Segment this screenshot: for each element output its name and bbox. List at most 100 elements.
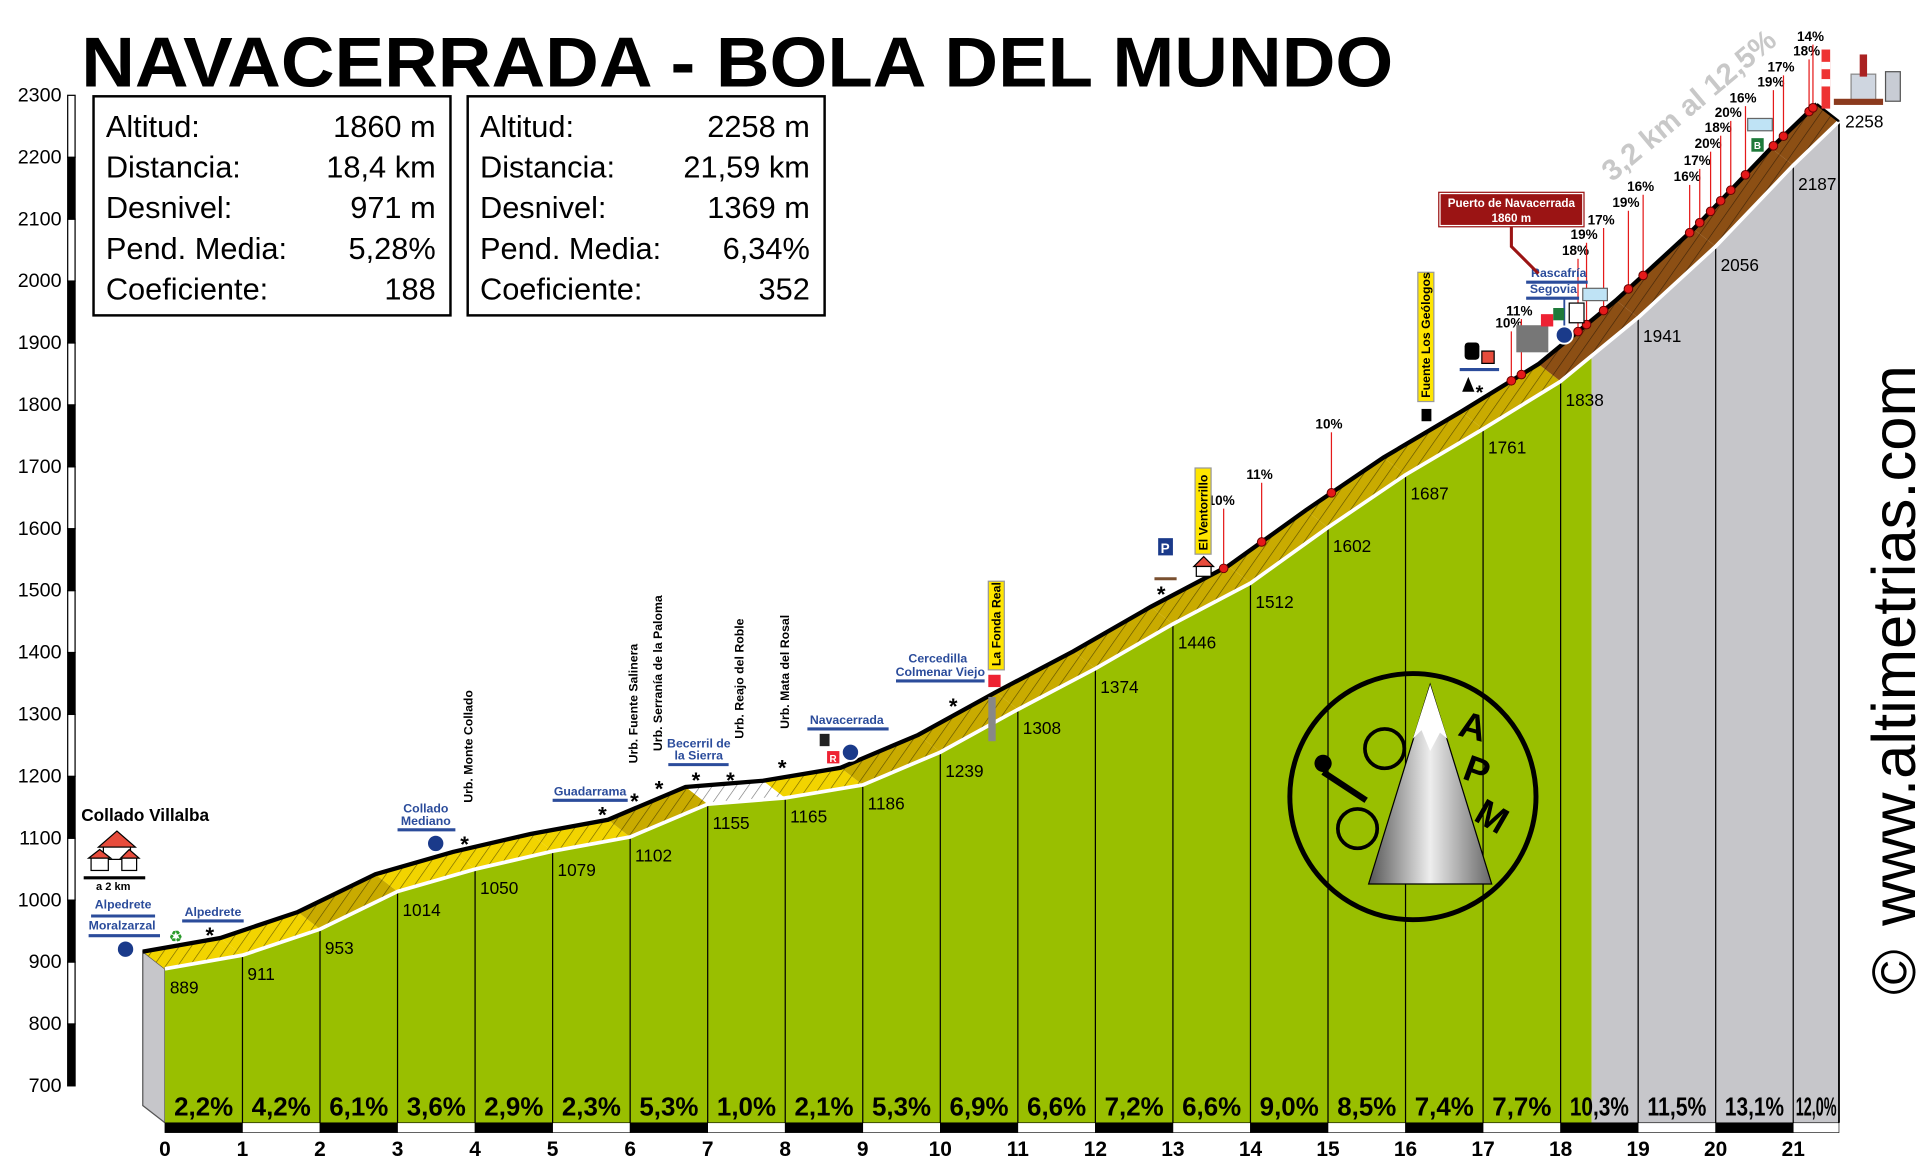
km-strip-segment <box>474 1122 553 1133</box>
km-tick-label: 1 <box>237 1138 249 1161</box>
roundabout-icon <box>1554 325 1574 345</box>
sign-colmenar-viejo: Colmenar Viejo <box>896 665 986 679</box>
steep-gradient-label: 10% <box>1495 316 1522 331</box>
gradient-label: 7,7% <box>1492 1093 1551 1121</box>
stat-value: 5,28% <box>348 231 435 266</box>
road-surface-hatch <box>1305 457 1406 528</box>
elevation-label: 1079 <box>558 860 596 880</box>
road-surface-hatch <box>1771 104 1839 166</box>
km-strip-segment <box>164 1122 243 1133</box>
elevation-label: 889 <box>170 977 199 997</box>
km-tick-label: 8 <box>779 1138 791 1161</box>
road-surface-hatch <box>375 851 476 892</box>
steep-marker <box>1768 141 1779 151</box>
elevation-label: 1374 <box>1100 677 1139 697</box>
steep-marker <box>1598 305 1609 316</box>
first-aid-icon <box>1568 302 1585 324</box>
km-strip-segment <box>1637 1122 1716 1133</box>
y-tick-label: 800 <box>29 1013 62 1035</box>
y-tick-label: 1200 <box>18 765 62 787</box>
label-la-fonda-real-box <box>987 580 1005 671</box>
road-surface-hatch <box>1460 364 1561 430</box>
fountain-icon <box>1421 408 1432 422</box>
star-icon: * <box>598 802 607 827</box>
label-urb-fuente-salinera: Urb. Fuente Salinera <box>627 644 641 764</box>
steep-gradient-label: 16% <box>1627 179 1654 194</box>
label-el-ventorrillo-box <box>1194 467 1212 555</box>
stat-value: 6,34% <box>723 231 810 266</box>
road-surface-hatch <box>1616 229 1716 318</box>
elevation-label: 1050 <box>480 878 518 898</box>
gradient-label: 6,6% <box>1027 1093 1086 1121</box>
label-fuente-geologos-box <box>1417 271 1435 403</box>
steep-marker <box>1808 103 1818 113</box>
restaurant-icon <box>827 751 840 764</box>
km-tick-label: 15 <box>1316 1138 1340 1161</box>
roundabout-icon <box>116 939 136 959</box>
recycle-icon: ♻ <box>169 929 183 946</box>
y-axis-segment <box>67 1023 76 1087</box>
road-surface-hatch <box>297 874 398 930</box>
km-strip-segment <box>1715 1122 1794 1133</box>
label-urb-mata-rosal: Urb. Mata del Rosal <box>778 615 792 729</box>
gradient-label: 10,3% <box>1570 1093 1629 1121</box>
y-tick-label: 2000 <box>18 270 62 292</box>
puerto-altitude: 1860 m <box>1492 212 1532 225</box>
km-tick-label: 16 <box>1394 1138 1417 1161</box>
road-surface-hatch <box>220 911 320 956</box>
km-tick-label: 5 <box>547 1138 559 1161</box>
y-tick-label: 700 <box>29 1075 62 1097</box>
stat-label: Altitud: <box>106 109 200 144</box>
road-surface-hatch <box>1073 606 1173 669</box>
gradient-label: 2,2% <box>174 1093 233 1121</box>
stats-box-summit: Altitud: 2258 m Distancia: 21,59 km Desn… <box>466 95 826 317</box>
steep-markers: 10%11%10%10%11%18%19%17%19%16%16%17%20%1… <box>1208 29 1824 574</box>
y-axis-segment <box>67 342 76 406</box>
stat-value: 2258 m <box>707 109 810 144</box>
km-strip-segment <box>862 1122 941 1133</box>
start-distance: a 2 km <box>96 881 131 893</box>
star-icon: * <box>460 832 469 857</box>
km-strip-segment <box>552 1122 631 1133</box>
y-tick-label: 1400 <box>18 642 62 664</box>
stat-label: Coeficiente: <box>480 271 642 306</box>
km-tick-label: 0 <box>159 1138 171 1161</box>
steep-marker <box>1218 563 1229 574</box>
roundabout-icon <box>426 833 446 853</box>
steep-gradient-label: 17% <box>1684 153 1711 168</box>
km-tick-label: 18 <box>1549 1138 1572 1161</box>
restaurant-icon <box>988 674 1001 688</box>
stat-value: 21,59 km <box>683 150 809 185</box>
start-town-label: Collado Villalba <box>81 805 209 825</box>
y-axis-segment <box>67 589 76 654</box>
elevation-label: 2258 <box>1845 111 1883 131</box>
steep-gradient-label: 10% <box>1208 493 1235 508</box>
chart-title: NAVACERRADA - BOLA DEL MUNDO <box>81 22 1393 101</box>
km-strip-segment <box>242 1122 321 1133</box>
gradient-label: 5,3% <box>639 1093 698 1121</box>
railway-crossing-icon <box>988 696 996 742</box>
road-surface-hatch <box>763 767 863 798</box>
star-icon: * <box>949 694 958 719</box>
star-icon: * <box>655 777 664 802</box>
steep-gradient-label: 16% <box>1730 90 1757 105</box>
summit-antennas-icon <box>1821 49 1901 109</box>
steep-gradient-label: 14% <box>1797 29 1824 44</box>
gradient-label: 2,3% <box>562 1093 621 1121</box>
bar-icon-label: B <box>1754 141 1761 152</box>
stat-value: 18,4 km <box>326 150 435 185</box>
stat-label: Coeficiente: <box>106 271 268 306</box>
km-tick-label: 3 <box>392 1138 404 1161</box>
road-surface-hatch <box>840 734 941 785</box>
house-icon <box>86 830 141 872</box>
roundabout-icon <box>840 742 860 762</box>
y-tick-label: 1800 <box>18 394 62 416</box>
km-strip-segment <box>707 1122 786 1133</box>
sign-guadarrama: Guadarrama <box>554 784 627 798</box>
y-axis-segment <box>67 218 76 282</box>
steep-marker <box>1778 131 1789 141</box>
y-axis-segment <box>67 156 76 220</box>
km-tick-label: 17 <box>1471 1138 1494 1161</box>
steep-marker <box>1256 537 1267 547</box>
elevation-label: 1446 <box>1178 633 1216 653</box>
